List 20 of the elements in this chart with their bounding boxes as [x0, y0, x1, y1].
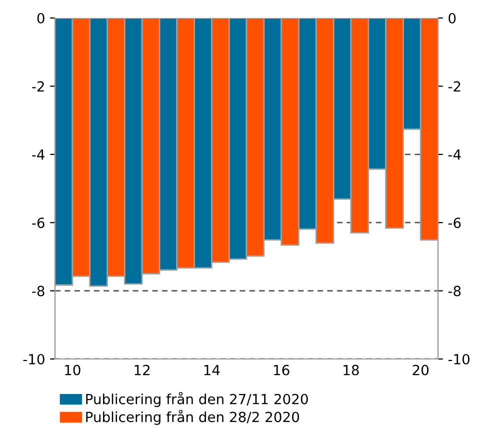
x-tick-label: 14	[204, 364, 220, 376]
y2-tick-label: 0	[448, 12, 456, 24]
x-tick-label: 10	[65, 364, 80, 376]
x-tick-label: 18	[344, 364, 359, 376]
y2-tick-label: -2	[448, 81, 460, 92]
y2-tick-label: -10	[448, 354, 470, 364]
y2-tick-label: -4	[448, 150, 461, 160]
y-tick-label: 0	[37, 12, 44, 24]
y-tick-label: -4	[32, 150, 44, 160]
y2-tick-label: -6	[448, 218, 461, 228]
x-tick-label: 16	[274, 364, 290, 376]
x-tick-label: 12	[134, 364, 150, 376]
y-tick-label: -6	[32, 218, 44, 228]
y-tick-label: -2	[32, 81, 44, 92]
y-tick-label: -8	[32, 286, 44, 296]
y-tick-label: -10	[23, 354, 44, 364]
x-tick-label: 20	[412, 364, 429, 376]
y2-tick-label: -8	[448, 286, 461, 296]
legend-label: Publicering från den 28/2 2020	[86, 410, 300, 425]
legend-label: Publicering från den 27/11 2020	[86, 392, 308, 408]
